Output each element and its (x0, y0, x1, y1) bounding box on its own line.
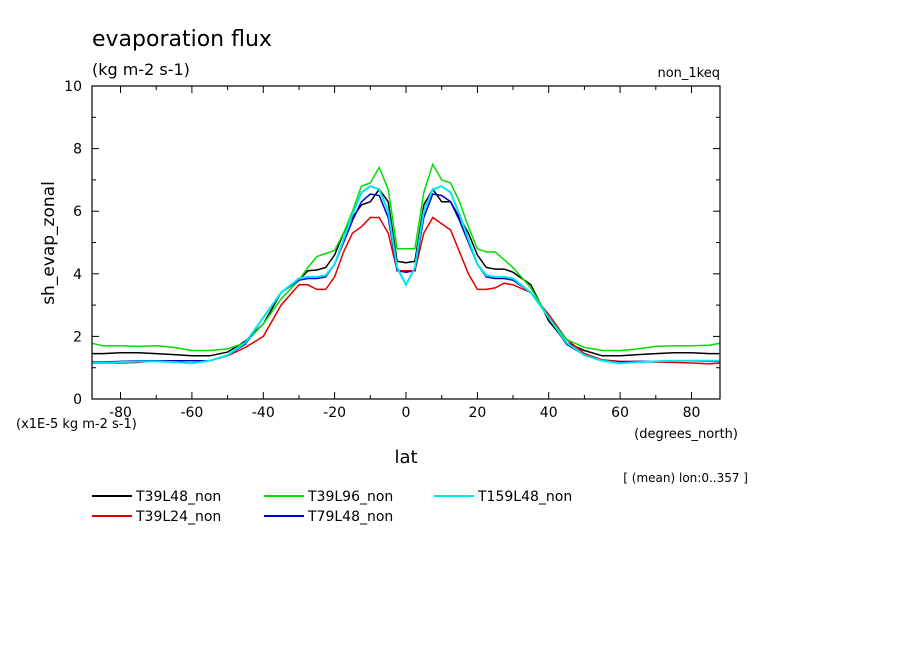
x-tick-label: -80 (109, 405, 132, 421)
legend-item-T39L48_non: T39L48_non (92, 489, 221, 505)
x-units: (degrees_north) (634, 427, 738, 442)
legend-label: T159L48_non (477, 489, 572, 505)
legend-item-T79L48_non: T79L48_non (264, 509, 393, 525)
plot-frame (91, 85, 721, 400)
axis-ticks: -80 -60 -40 -20 0 20 40 60 80 0 2 4 6 8 10 (64, 79, 720, 421)
y-tick: 2 (73, 329, 720, 345)
y-tick-label: 8 (73, 142, 82, 158)
y-tick-label: 6 (73, 204, 82, 220)
y-tick-label: 2 (73, 329, 82, 345)
chart-units: (kg m-2 s-1) (92, 60, 190, 79)
chart-title: evaporation flux (92, 27, 272, 52)
y-tick: 10 (64, 79, 720, 95)
legend-item-T39L96_non: T39L96_non (264, 489, 393, 505)
x-tick-label: 80 (683, 405, 701, 421)
x-tick-label: 40 (540, 405, 558, 421)
legend: T39L48_non T39L24_non T39L96_non T79L48_non… (92, 489, 572, 525)
series-line-T39L24_non (92, 216, 721, 365)
legend-item-T39L24_non: T39L24_non (92, 509, 221, 525)
x-tick: 60 (611, 86, 629, 421)
x-tick: -60 (180, 86, 203, 421)
x-tick: -20 (323, 86, 346, 421)
legend-label: T39L24_non (135, 509, 221, 525)
y-axis-label: sh_evap_zonal (39, 181, 59, 305)
footnote: [ (mean) lon:0..357 ] (623, 471, 748, 485)
legend-label: T39L48_non (135, 489, 221, 505)
y-tick: 6 (73, 204, 720, 220)
x-tick-label: -40 (252, 405, 275, 421)
series-line-T39L48_non (92, 187, 720, 357)
x-tick-label: 20 (468, 405, 486, 421)
legend-label: T79L48_non (307, 509, 393, 525)
x-tick: -40 (252, 86, 275, 421)
x-axis-label: lat (394, 447, 417, 468)
x-tick-label: -60 (180, 405, 203, 421)
y-tick: 8 (73, 142, 720, 158)
x-tick: 40 (540, 86, 558, 421)
y-tick-label: 0 (73, 392, 82, 408)
x-tick-label: 0 (402, 405, 411, 421)
x-tick: 0 (402, 86, 411, 421)
y-tick: 0 (73, 392, 720, 408)
x-tick: 20 (468, 86, 486, 421)
chart-subtitle-right: non_1keq (657, 66, 720, 81)
x-tick-label: -20 (323, 405, 346, 421)
y-tick-label: 4 (73, 267, 82, 283)
legend-label: T39L96_non (307, 489, 393, 505)
plot-lines (91, 162, 721, 365)
series-line-T79L48_non (92, 193, 720, 363)
series-line-T39L96_non (91, 162, 721, 352)
x-tick-label: 60 (611, 405, 629, 421)
y-scale-note: (x1E-5 kg m-2 s-1) (16, 417, 137, 432)
x-tick: 80 (683, 86, 701, 421)
x-tick: -80 (109, 86, 132, 421)
y-tick-label: 10 (64, 79, 82, 95)
legend-item-T159L48_non: T159L48_non (434, 489, 572, 505)
series-line-T159L48_non (92, 185, 720, 365)
y-tick: 4 (73, 267, 720, 283)
